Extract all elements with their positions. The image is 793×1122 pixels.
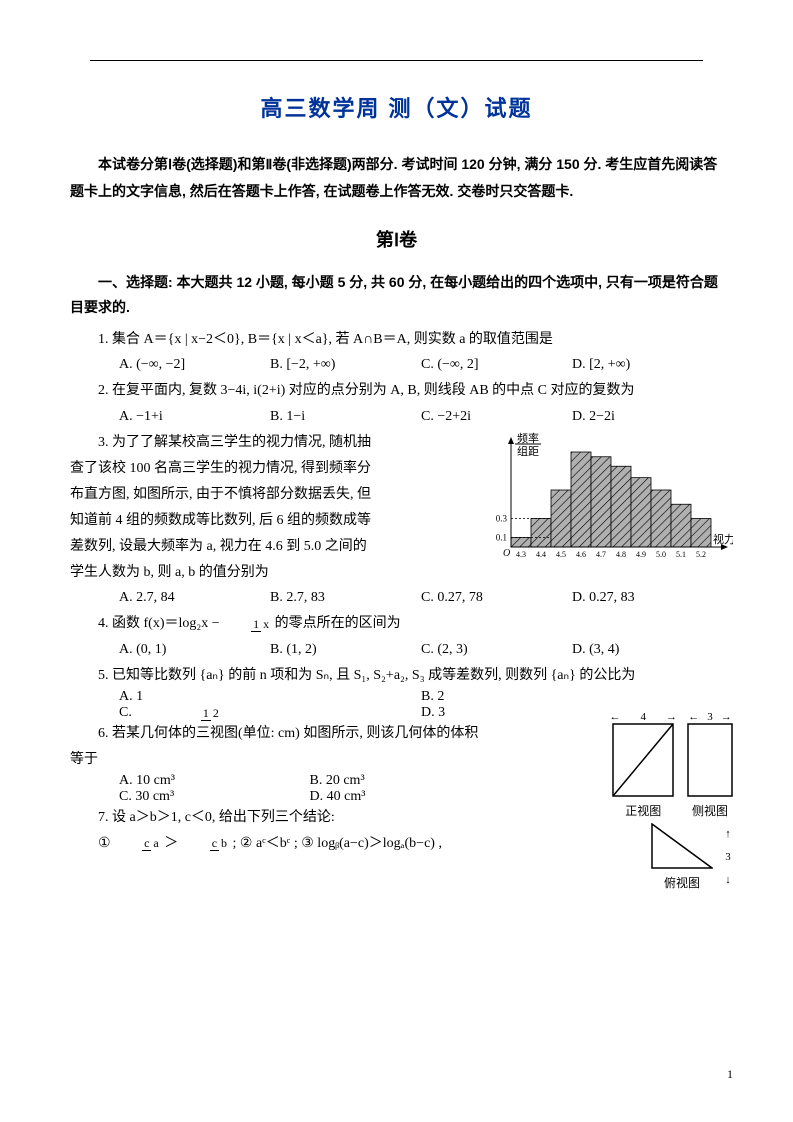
q4-opt-d: D. (3, 4) [572, 637, 723, 663]
question-2: 2. 在复平面内, 复数 3−4i, i(2+i) 对应的点分别为 A, B, … [70, 378, 723, 404]
dim-4: 4 [641, 711, 647, 723]
top-view [651, 823, 713, 869]
q2-opt-a: A. −1+i [119, 404, 270, 430]
q3-opt-b: B. 2.7, 83 [270, 585, 421, 611]
svg-text:0.1: 0.1 [496, 533, 507, 543]
section-instructions: 一、选择题: 本大题共 12 小题, 每小题 5 分, 共 60 分, 在每小题… [70, 270, 723, 320]
svg-text:5.2: 5.2 [696, 550, 706, 559]
svg-text:4.8: 4.8 [616, 550, 626, 559]
q1-opt-d: D. [2, +∞) [572, 352, 723, 378]
q5-opt-a: A. 1 [119, 689, 421, 705]
question-3-options: A. 2.7, 84 B. 2.7, 83 C. 0.27, 78 D. 0.2… [70, 585, 723, 611]
q5-c-fraction: 12 [135, 707, 286, 719]
svg-text:频率: 频率 [517, 432, 539, 445]
page-title: 高三数学周 测（文）试题 [70, 91, 723, 123]
svg-text:4.5: 4.5 [556, 550, 566, 559]
side-view-label: 侧视图 [687, 802, 733, 819]
q3-opt-a: A. 2.7, 84 [119, 585, 270, 611]
top-view-label: 俯视图 [651, 874, 713, 891]
q3-l6: 学生人数为 b, 则 a, b 的值分别为 [70, 560, 410, 586]
svg-text:组距: 组距 [517, 444, 539, 458]
q4-opt-a: A. (0, 1) [119, 637, 270, 663]
question-4-options: A. (0, 1) B. (1, 2) C. (2, 3) D. (3, 4) [70, 637, 723, 663]
svg-text:4.7: 4.7 [596, 550, 606, 559]
q6-opt-a: A. 10 cm³ [119, 773, 310, 789]
q5-opt-c: C. 12 [119, 705, 421, 721]
q1-opt-b: B. [−2, +∞) [270, 352, 421, 378]
q5-opt-b: B. 2 [421, 689, 723, 705]
q2-opt-c: C. −2+2i [421, 404, 572, 430]
question-5: 5. 已知等比数列 {aₙ} 的前 n 项和为 Sₙ, 且 S₁, S₂+a₂,… [70, 663, 723, 689]
q7-f2: cb [182, 837, 229, 849]
front-view [612, 723, 674, 797]
q2-opt-b: B. 1−i [270, 404, 421, 430]
q3-l4: 知道前 4 组的频数成等比数列, 后 6 组的频数成等 [70, 508, 410, 534]
q6-opt-b: B. 20 cm³ [310, 773, 501, 789]
svg-text:视力: 视力 [713, 532, 733, 546]
question-4: 4. 函数 f(x)＝log₂x − 1x 的零点所在的区间为 [70, 611, 723, 637]
page-number: 1 [727, 1067, 733, 1082]
q3-l3: 布直方图, 如图所示, 由于不慎将部分数据丢失, 但 [70, 482, 410, 508]
q3-l2: 查了该校 100 名高三学生的视力情况, 得到频率分 [70, 456, 410, 482]
q3-l5: 差数列, 设最大频率为 a, 视力在 4.6 到 5.0 之间的 [70, 534, 410, 560]
svg-text:0.3: 0.3 [496, 514, 508, 524]
question-6-wrap: 6. 若某几何体的三视图(单位: cm) 如图所示, 则该几何体的体积 等于 A… [70, 721, 723, 805]
top-view-block: 俯视图 [651, 823, 713, 891]
q1-opt-c: C. (−∞, 2] [421, 352, 572, 378]
front-view-label: 正视图 [610, 802, 678, 819]
svg-text:5.1: 5.1 [676, 550, 686, 559]
question-3-text: 3. 为了了解某校高三学生的视力情况, 随机抽 查了该校 100 名高三学生的视… [70, 430, 410, 585]
q6-l2: 等于 [70, 747, 500, 773]
q6-opt-c: C. 30 cm³ [119, 789, 310, 805]
side-view [687, 723, 733, 797]
intro-text: 本试卷分第Ⅰ卷(选择题)和第Ⅱ卷(非选择题)两部分. 考试时间 120 分钟, … [70, 151, 723, 204]
q4-fraction: 1x [223, 618, 271, 630]
q1-opt-a: A. (−∞, −2] [119, 352, 270, 378]
svg-text:4.6: 4.6 [576, 550, 586, 559]
section-header: 第Ⅰ卷 [70, 226, 723, 252]
q4-text-a: 4. 函数 f(x)＝log₂x − [98, 616, 223, 631]
dim-3b-col: ↑3↓ [723, 823, 733, 891]
question-3-wrap: 3. 为了了解某校高三学生的视力情况, 随机抽 查了该校 100 名高三学生的视… [70, 430, 723, 585]
q4-opt-b: B. (1, 2) [270, 637, 421, 663]
q4-text-b: 的零点所在的区间为 [271, 616, 401, 631]
dim-3: 3 [707, 711, 713, 723]
front-view-block: ←4→ 正视图 [610, 711, 678, 819]
three-views-diagram: ←4→ 正视图 ←3→ 侧视图 俯视图 ↑3↓ [563, 711, 733, 891]
q3-opt-d: D. 0.27, 83 [572, 585, 723, 611]
q7-f1: ca [114, 837, 161, 849]
svg-text:4.3: 4.3 [516, 550, 526, 559]
question-1-options: A. (−∞, −2] B. [−2, +∞) C. (−∞, 2] D. [2… [70, 352, 723, 378]
question-1: 1. 集合 A＝{x | x−2＜0}, B＝{x | x＜a}, 若 A∩B＝… [70, 327, 723, 353]
side-view-block: ←3→ 侧视图 [687, 711, 733, 819]
top-rule [90, 60, 703, 61]
histogram-chart: 0.1 0.3 O 4.3 4.4 4.5 4.6 4.7 4.8 4.9 5.0 5.1 5.2 频率组… [473, 432, 733, 567]
question-2-options: A. −1+i B. 1−i C. −2+2i D. 2−2i [70, 404, 723, 430]
question-6-options: A. 10 cm³ B. 20 cm³ C. 30 cm³ D. 40 cm³ [70, 773, 500, 805]
q3-l1: 3. 为了了解某校高三学生的视力情况, 随机抽 [70, 430, 410, 456]
q6-opt-d: D. 40 cm³ [310, 789, 501, 805]
q3-opt-c: C. 0.27, 78 [421, 585, 572, 611]
q6-l1: 6. 若某几何体的三视图(单位: cm) 如图所示, 则该几何体的体积 [70, 721, 500, 747]
svg-text:5.0: 5.0 [656, 550, 666, 559]
q4-opt-c: C. (2, 3) [421, 637, 572, 663]
svg-text:4.9: 4.9 [636, 550, 646, 559]
svg-text:4.4: 4.4 [536, 550, 546, 559]
q2-opt-d: D. 2−2i [572, 404, 723, 430]
question-6-text: 6. 若某几何体的三视图(单位: cm) 如图所示, 则该几何体的体积 等于 A… [70, 721, 500, 805]
svg-text:O: O [503, 548, 510, 559]
